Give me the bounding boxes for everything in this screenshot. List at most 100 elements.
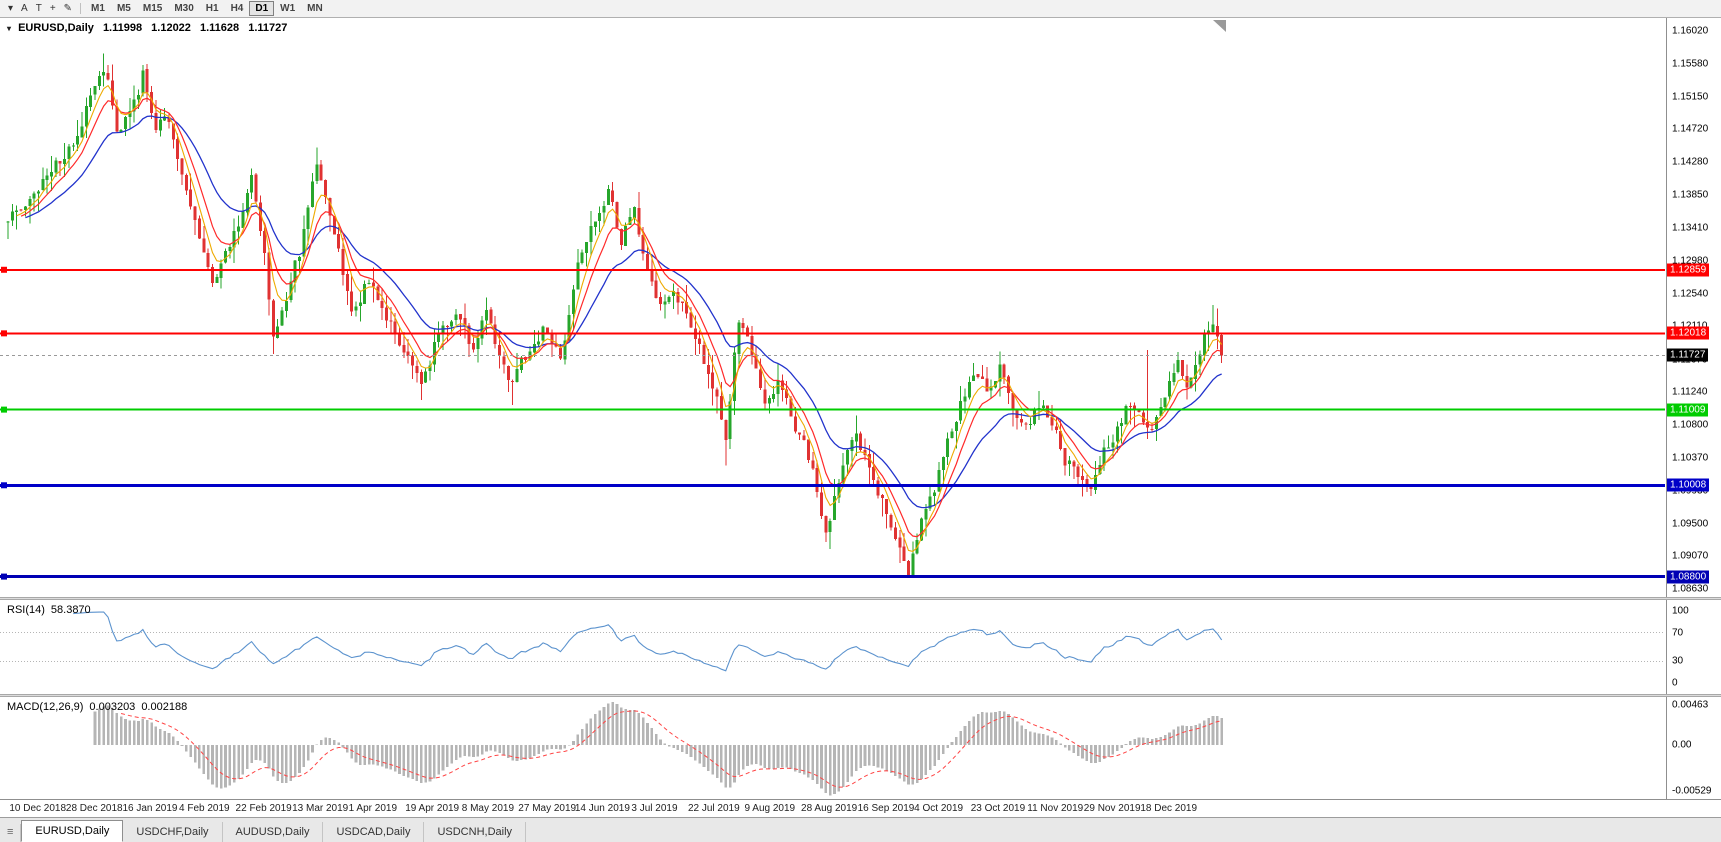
rsi-axis: 100 70 30 0 — [1666, 600, 1721, 694]
price-axis-label: 1.09500 — [1672, 518, 1709, 530]
chart-shift-marker-icon[interactable] — [1213, 20, 1226, 32]
date-label: 14 Jun 2019 — [574, 803, 630, 814]
one-click-caret-icon[interactable]: ▾ — [7, 24, 12, 33]
price-axis-label: 1.15580 — [1672, 58, 1709, 70]
ma-mid-line — [20, 97, 1222, 538]
collapse-caret-icon[interactable]: ▾ — [8, 3, 14, 14]
annotation-tool[interactable]: ✎ — [63, 3, 73, 14]
price-axis-label: 1.13410 — [1672, 222, 1709, 234]
macd-axis-label: 0.00 — [1672, 739, 1692, 751]
price-level-badge: 1.12859 — [1667, 263, 1710, 277]
price-level-badge: 1.10008 — [1667, 478, 1710, 492]
rsi-label: RSI(14) — [7, 604, 45, 616]
macd-main-value: 0.003203 — [89, 701, 136, 713]
timeframe-button-d1[interactable]: D1 — [249, 1, 275, 16]
price-axis-label: 1.12110 — [1672, 321, 1707, 332]
hline-handle[interactable] — [1, 573, 7, 580]
pane-splitter-macd[interactable] — [0, 694, 1721, 697]
price-chart-pane[interactable]: 1.16020 1.15580 1.15150 1.14720 1.14280 1.138… — [0, 18, 1721, 597]
chart-symbol-period: EURUSD,Daily — [18, 22, 94, 34]
price-axis-label: 1.14720 — [1672, 123, 1709, 135]
ma-fast-line — [16, 84, 1223, 553]
date-label: 13 Mar 2019 — [292, 803, 349, 814]
timeframe-button-mn[interactable]: MN — [307, 3, 323, 14]
ohlc-high: 1.12022 — [151, 22, 191, 34]
price-level-badge: 1.08800 — [1667, 570, 1710, 584]
price-axis-label: 1.09070 — [1672, 550, 1709, 562]
date-label: 9 Aug 2019 — [744, 803, 796, 814]
date-label: 23 Oct 2019 — [970, 803, 1026, 814]
rsi-plot[interactable] — [0, 600, 1665, 694]
rsi-axis-label: 0 — [1672, 677, 1678, 689]
macd-axis: 0.00463 0.00 -0.00529 — [1666, 697, 1721, 799]
ohlc-low: 1.11628 — [199, 22, 240, 34]
macd-signal-value: 0.002188 — [141, 701, 188, 713]
rsi-line — [73, 611, 1223, 672]
pane-splitter-rsi[interactable] — [0, 597, 1721, 600]
date-label: 4 Oct 2019 — [914, 803, 964, 814]
price-plot[interactable] — [0, 18, 1665, 597]
timeframe-button-m1[interactable]: M1 — [91, 3, 105, 14]
ohlc-open: 1.11998 — [102, 22, 143, 34]
chart-windows-icon[interactable]: ≡ — [0, 824, 22, 842]
candlesticks — [6, 53, 1224, 578]
price-axis-label: 1.12540 — [1672, 288, 1709, 300]
date-label: 16 Jan 2019 — [122, 803, 178, 814]
price-axis-label: 1.08630 — [1672, 583, 1709, 595]
price-axis-label: 1.10800 — [1672, 419, 1709, 431]
price-axis: 1.16020 1.15580 1.15150 1.14720 1.14280 1.138… — [1666, 18, 1721, 597]
timeframe-button-m5[interactable]: M5 — [116, 3, 131, 14]
macd-title: MACD(12,26,9) 0.003203 0.002188 — [7, 701, 187, 713]
rsi-indicator-pane[interactable]: 100 70 30 0 RSI(14) 58.3870 — [0, 600, 1721, 694]
timeframe-button-w1[interactable]: W1 — [280, 3, 296, 14]
date-label: 19 Apr 2019 — [405, 803, 460, 814]
price-axis-label: 1.12980 — [1672, 255, 1709, 267]
date-label: 3 Jul 2019 — [631, 803, 678, 814]
macd-indicator-pane[interactable]: 0.00463 0.00 -0.00529 MACD(12,26,9) 0.00320… — [0, 697, 1721, 799]
hline-handle[interactable] — [1, 266, 7, 273]
chart-tab-usdcnh[interactable]: USDCNH,Daily — [424, 822, 527, 842]
chart-tab-usdchf[interactable]: USDCHF,Daily — [123, 822, 223, 842]
date-label: 11 Nov 2019 — [1027, 803, 1084, 814]
timeframe-button-h4[interactable]: H4 — [230, 3, 244, 14]
chart-ohlc-title: ▾ EURUSD,Daily 1.11998 1.12022 1.11628 1… — [7, 22, 287, 34]
current-price-badge: 1.11727 — [1667, 348, 1709, 362]
date-label: 10 Dec 2018 — [9, 803, 67, 814]
rsi-axis-label: 70 — [1672, 627, 1684, 639]
price-axis-label: 1.13850 — [1672, 189, 1709, 201]
price-axis-label: 1.15150 — [1672, 91, 1709, 103]
crosshair-tool[interactable]: + — [49, 3, 56, 14]
date-label: 22 Feb 2019 — [235, 803, 292, 814]
chart-tab-eurusd[interactable]: EURUSD,Daily — [21, 820, 124, 842]
macd-plot[interactable] — [0, 697, 1665, 799]
text-box-tool[interactable]: T — [35, 3, 42, 14]
chart-tab-bar: ≡ EURUSD,Daily USDCHF,Daily AUDUSD,Daily USD… — [0, 817, 1721, 842]
price-axis-label: 1.10370 — [1672, 452, 1709, 464]
macd-label: MACD(12,26,9) — [7, 701, 84, 713]
hline-handle[interactable] — [1, 482, 7, 489]
date-label: 8 May 2019 — [461, 803, 515, 814]
date-label: 1 Apr 2019 — [348, 803, 398, 814]
rsi-axis-label: 100 — [1672, 605, 1689, 617]
price-axis-label: 1.14280 — [1672, 156, 1709, 168]
timeframe-button-m15[interactable]: M15 — [142, 3, 163, 14]
date-label: 28 Dec 2018 — [65, 803, 123, 814]
hline-handle[interactable] — [1, 330, 7, 337]
text-label-tool[interactable]: A — [21, 3, 28, 14]
macd-axis-label: 0.00463 — [1672, 699, 1709, 711]
ma-slow-line — [25, 115, 1222, 509]
ohlc-close: 1.11727 — [248, 22, 288, 34]
date-label: 4 Feb 2019 — [179, 803, 230, 814]
top-toolbar: ▾ A T + ✎ M1 M5 M15 M30 H1 H4 D1 W1 MN — [0, 0, 1721, 18]
hline-handle[interactable] — [1, 406, 7, 413]
price-level-badge: 1.12018 — [1667, 326, 1710, 340]
date-label: 27 May 2019 — [518, 803, 577, 814]
timeframe-button-m30[interactable]: M30 — [174, 3, 194, 14]
chart-tab-usdcad[interactable]: USDCAD,Daily — [323, 822, 425, 842]
timeframe-button-h1[interactable]: H1 — [205, 3, 219, 14]
macd-histogram — [93, 702, 1223, 796]
chart-tab-audusd[interactable]: AUDUSD,Daily — [222, 822, 324, 842]
price-level-badge: 1.11009 — [1667, 403, 1709, 417]
rsi-axis-label: 30 — [1672, 655, 1684, 667]
date-label: 18 Dec 2019 — [1140, 803, 1198, 814]
